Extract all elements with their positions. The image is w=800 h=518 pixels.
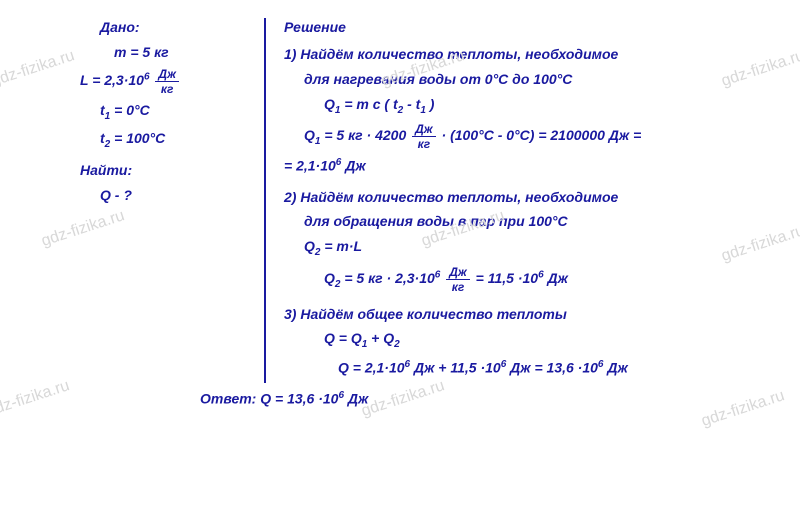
q1-formula: Q1 = m c ( t2 - t1 ) — [284, 95, 770, 117]
step1-line1: 1) Найдём количество теплоты, необходимо… — [284, 45, 770, 64]
step2-line2: для обращения воды в пар при 100°C — [284, 212, 770, 231]
two-column: Дано: m = 5 кг L = 2,3·106 Джкг t1 = 0°C… — [60, 18, 770, 383]
q2-formula: Q2 = m·L — [284, 237, 770, 259]
given-title: Дано: — [60, 18, 250, 37]
solution-block: Решение 1) Найдём количество теплоты, не… — [284, 18, 770, 383]
step2-line1: 2) Найдём количество теплоты, необходимо… — [284, 188, 770, 207]
qtot-calc: Q = 2,1·106 Дж + 11,5 ·106 Дж = 13,6 ·10… — [284, 358, 770, 378]
unit-frac: Джкг — [155, 68, 179, 95]
solution-title: Решение — [284, 18, 770, 37]
q1-result: = 2,1·106 Дж — [284, 156, 770, 176]
physics-solution: Дано: m = 5 кг L = 2,3·106 Джкг t1 = 0°C… — [0, 0, 800, 425]
given-t1: t1 = 0°C — [60, 101, 250, 123]
vertical-divider — [264, 18, 266, 383]
answer: Ответ: Q = 13,6 ·106 Дж — [60, 389, 770, 409]
given-mass: m = 5 кг — [60, 43, 250, 62]
given-L: L = 2,3·106 Джкг — [60, 68, 250, 95]
find-Q: Q - ? — [60, 186, 250, 205]
find-title: Найти: — [60, 161, 250, 180]
step1-line2: для нагревания воды от 0°C до 100°C — [284, 70, 770, 89]
step3-line1: 3) Найдём общее количество теплоты — [284, 305, 770, 324]
q1-calc: Q1 = 5 кг · 4200 Джкг · (100°C - 0°C) = … — [284, 123, 770, 150]
given-block: Дано: m = 5 кг L = 2,3·106 Джкг t1 = 0°C… — [60, 18, 260, 383]
qtot-formula: Q = Q1 + Q2 — [284, 329, 770, 351]
q2-calc: Q2 = 5 кг · 2,3·106 Джкг = 11,5 ·106 Дж — [284, 266, 770, 293]
given-t2: t2 = 100°C — [60, 129, 250, 151]
